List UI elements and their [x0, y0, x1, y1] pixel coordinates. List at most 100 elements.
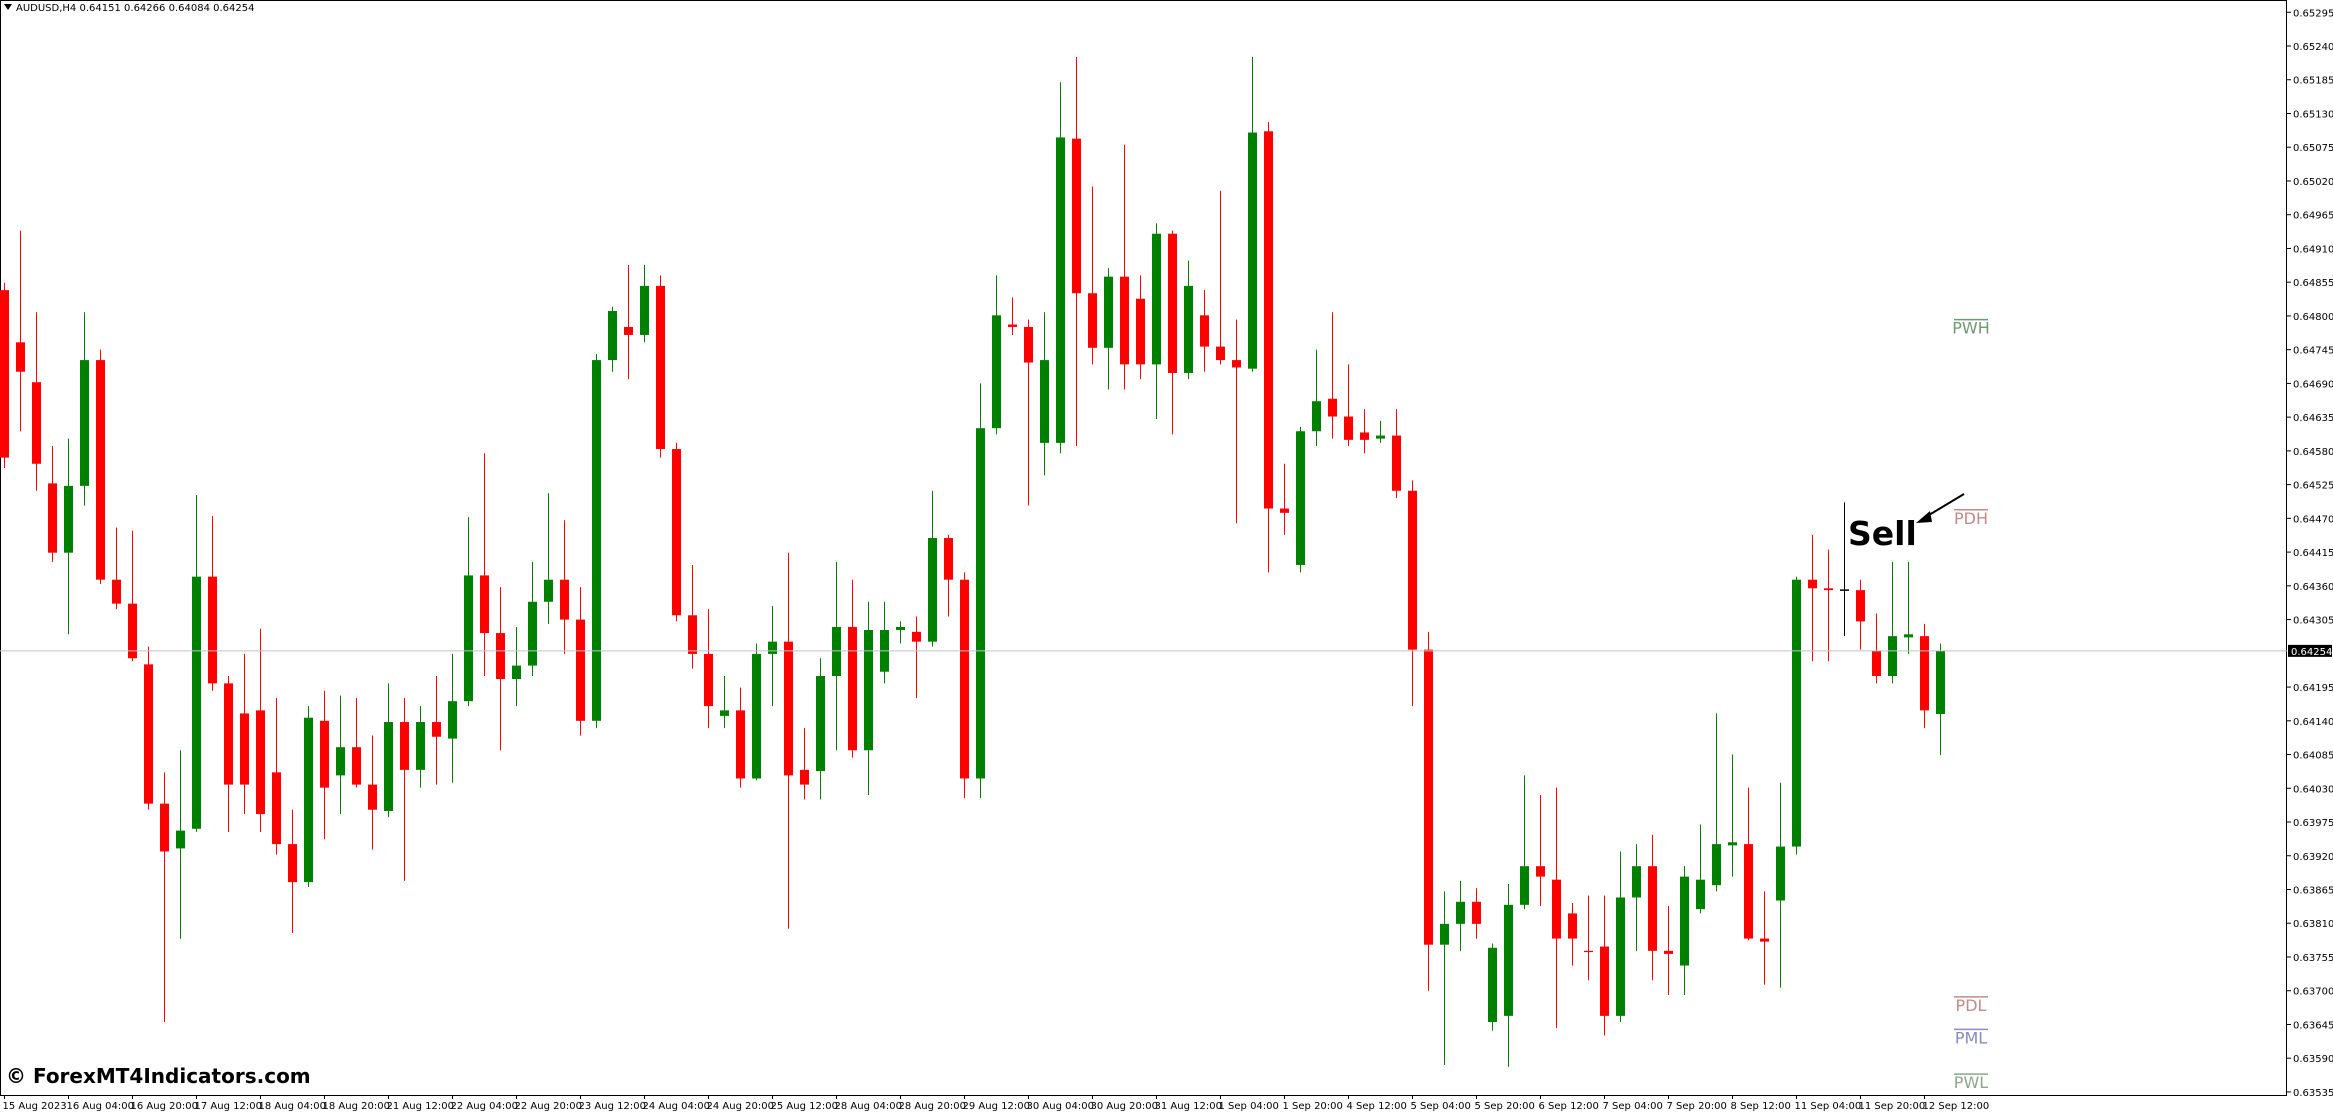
candle-body	[384, 722, 393, 811]
candle-body	[1104, 276, 1113, 348]
x-tick-label: 8 Sep 12:00	[1731, 1101, 1791, 1112]
header-open: 0.64151	[79, 3, 120, 14]
candle-body	[1808, 579, 1817, 589]
candle-body	[288, 844, 297, 883]
header-high: 0.64266	[124, 3, 165, 14]
x-tick-label: 31 Aug 12:00	[1155, 1101, 1222, 1112]
menu-triangle[interactable]	[4, 4, 12, 10]
candle-body	[720, 710, 729, 716]
sell-arrowhead	[1916, 511, 1932, 523]
candle-body	[256, 710, 265, 815]
candle-body	[1328, 398, 1337, 417]
candle-body	[1232, 360, 1241, 368]
x-tick-label: 24 Aug 04:00	[643, 1101, 710, 1112]
y-tick-label: 0.64800	[2293, 312, 2333, 323]
candle-body	[1904, 634, 1913, 638]
x-tick-label: 1 Sep 20:00	[1283, 1101, 1343, 1112]
y-tick-label: 0.65295	[2293, 8, 2333, 19]
x-tick-label: 25 Aug 12:00	[771, 1101, 838, 1112]
candle-body	[624, 326, 633, 335]
x-tick-label: 30 Aug 04:00	[1027, 1101, 1094, 1112]
y-tick-label: 0.64415	[2293, 548, 2333, 559]
candle-body	[1632, 866, 1641, 898]
candle-body	[480, 575, 489, 634]
candle-body	[64, 485, 73, 553]
candle-body	[768, 641, 777, 654]
candle-body	[1344, 416, 1353, 440]
level-label: PDL	[1956, 996, 1987, 1015]
candle-body	[1568, 913, 1577, 939]
plot-frame	[0, 0, 2287, 1096]
x-tick-label: 6 Sep 12:00	[1539, 1101, 1599, 1112]
candle-body	[352, 747, 361, 785]
candle-body	[160, 803, 169, 852]
candle-body	[1616, 897, 1625, 1016]
candle-body	[1056, 137, 1065, 443]
candle-body	[32, 382, 41, 464]
candle-body	[944, 537, 953, 580]
candle-body	[1664, 950, 1673, 954]
candle-body	[1776, 846, 1785, 901]
x-tick-label: 12 Sep 12:00	[1923, 1101, 1990, 1112]
candle-body	[336, 747, 345, 776]
candle-body	[560, 579, 569, 620]
candle-body	[1136, 298, 1145, 365]
x-tick-label: 5 Sep 04:00	[1411, 1101, 1471, 1112]
candle-body	[704, 653, 713, 707]
candle-body	[176, 830, 185, 849]
candle-body	[528, 601, 537, 666]
candle-body	[240, 713, 249, 785]
y-tick-label: 0.64965	[2293, 211, 2333, 222]
candle-body	[1040, 360, 1049, 443]
candle-body	[224, 683, 233, 785]
y-tick-label: 0.64195	[2293, 683, 2333, 694]
candle-body	[1824, 588, 1833, 591]
candle-body	[1696, 879, 1705, 910]
candle-body	[1248, 132, 1257, 369]
candle-body	[368, 784, 377, 810]
candle-body	[592, 360, 601, 721]
candle-body	[1552, 879, 1561, 939]
y-tick-label: 0.64910	[2293, 244, 2333, 255]
y-tick-label: 0.63810	[2293, 919, 2333, 930]
candle-body	[304, 717, 313, 883]
y-tick-label: 0.64525	[2293, 481, 2333, 492]
candle-body	[1088, 293, 1097, 348]
y-tick-label: 0.65240	[2293, 42, 2333, 53]
candle-body	[464, 575, 473, 702]
candle-body	[96, 360, 105, 580]
candle-body	[400, 722, 409, 770]
candle-body	[784, 641, 793, 776]
candle-body	[1744, 844, 1753, 939]
candle-body	[752, 653, 761, 779]
candle-body	[1680, 876, 1689, 966]
y-tick-label: 0.63645	[2293, 1020, 2333, 1031]
candle-body	[656, 285, 665, 450]
candle-body	[1200, 315, 1209, 347]
y-tick-label: 0.65130	[2293, 109, 2333, 120]
candle-body	[496, 633, 505, 680]
y-tick-label: 0.63590	[2293, 1054, 2333, 1065]
y-tick-label: 0.64030	[2293, 784, 2333, 795]
candle-body	[1408, 490, 1417, 650]
candle-body	[1360, 432, 1369, 440]
candle-body	[1488, 947, 1497, 1022]
x-tick-label: 22 Aug 20:00	[515, 1101, 582, 1112]
candle-body	[432, 722, 441, 737]
candle-body	[1520, 866, 1529, 905]
candle-body	[1872, 650, 1881, 677]
symbol: AUDUSD,H4	[16, 3, 76, 14]
candle-body	[1856, 590, 1865, 622]
candle-body	[1936, 650, 1945, 715]
candle-body	[48, 483, 57, 553]
x-tick-label: 16 Aug 04:00	[67, 1101, 134, 1112]
candle-body	[1888, 636, 1897, 677]
level-label: PWL	[1954, 1073, 1988, 1092]
candle-body	[1920, 636, 1929, 711]
candle-body	[576, 619, 585, 721]
y-tick-label: 0.65075	[2293, 143, 2333, 154]
candle-body	[1008, 324, 1017, 327]
